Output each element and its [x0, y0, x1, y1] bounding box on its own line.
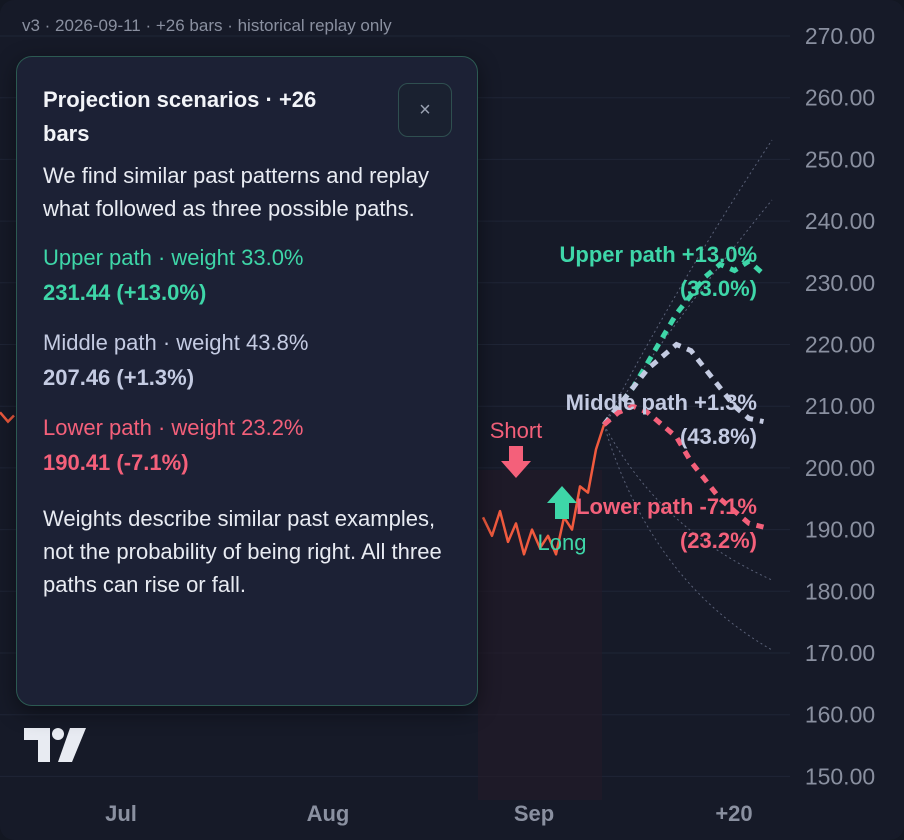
y-axis-tick-label: 180.00 [805, 578, 875, 604]
y-axis-tick-label: 220.00 [805, 332, 875, 358]
price-series [0, 411, 606, 556]
scenario-middle: Middle path · weight 43.8% 207.46 (+1.3%… [43, 326, 451, 395]
upper-path-line [602, 258, 766, 427]
version-info: v3 · 2026-09-11 · +26 bars · historical … [22, 16, 392, 35]
price-line-stub [0, 411, 15, 424]
upper-path-label-line2: (33.0%) [680, 276, 757, 301]
middle-path-label-line1: Middle path +1.3% [566, 390, 757, 415]
projection-scenarios-popup: Projection scenarios · +26 bars × We fin… [16, 56, 478, 706]
projection-labels: Upper path +13.0% (33.0%) Middle path +1.3… [560, 242, 757, 553]
tradingview-logo-icon [24, 728, 86, 762]
scenario-upper: Upper path · weight 33.0% 231.44 (+13.0%… [43, 241, 451, 310]
cone-lower-bound [603, 424, 773, 651]
shaded-region [478, 470, 602, 800]
x-axis-tick-label: Aug [307, 801, 350, 826]
short-arrow-icon [501, 446, 531, 478]
cone-upper-inner [603, 199, 773, 425]
y-axis-tick-label: 230.00 [805, 270, 875, 296]
long-arrow-icon [547, 486, 577, 519]
y-axis-tick-label: 250.00 [805, 146, 875, 172]
y-axis-tick-label: 160.00 [805, 702, 875, 728]
y-axis-tick-label: 190.00 [805, 517, 875, 543]
trade-markers: Short Long [490, 418, 587, 555]
scenario-middle-value: 207.46 (+1.3%) [43, 365, 195, 390]
chart-axes: 270.00 260.00 250.00 240.00 230.00 220.00 210.… [105, 23, 875, 826]
x-axis-tick-label: Sep [514, 801, 554, 826]
short-marker-label: Short [490, 418, 543, 443]
cone-upper-bound [603, 139, 773, 425]
middle-path-label-line2: (43.8%) [680, 424, 757, 449]
scenario-lower-value: 190.41 (-7.1%) [43, 450, 189, 475]
scenario-upper-value: 231.44 (+13.0%) [43, 280, 207, 305]
y-axis-tick-label: 170.00 [805, 640, 875, 666]
popup-disclaimer: Weights describe similar past examples, … [43, 506, 442, 597]
lower-path-label-line2: (23.2%) [680, 528, 757, 553]
scenario-lower: Lower path · weight 23.2% 190.41 (-7.1%) [43, 411, 451, 480]
y-axis-tick-label: 270.00 [805, 23, 875, 49]
y-axis-tick-label: 260.00 [805, 85, 875, 111]
scenario-middle-label: Middle path · weight 43.8% [43, 330, 309, 355]
y-axis-tick-label: 240.00 [805, 208, 875, 234]
y-axis-tick-label: 200.00 [805, 455, 875, 481]
price-line [481, 424, 606, 556]
projection-cone [603, 139, 773, 651]
middle-path-line [602, 341, 765, 427]
lower-path-label-line1: Lower path -7.1% [576, 494, 757, 519]
scenario-lower-label: Lower path · weight 23.2% [43, 415, 304, 440]
y-axis-tick-label: 150.00 [805, 763, 875, 789]
cone-lower-inner [603, 424, 773, 581]
x-axis-tick-label: Jul [105, 801, 137, 826]
close-button[interactable]: × [398, 83, 452, 137]
y-axis-tick-label: 210.00 [805, 393, 875, 419]
lower-path-line [602, 403, 765, 530]
popup-title: Projection scenarios · +26 bars [43, 87, 317, 146]
projection-paths [602, 258, 766, 530]
popup-intro: We find similar past patterns and replay… [43, 163, 429, 221]
upper-path-label-line1: Upper path +13.0% [560, 242, 757, 267]
scenario-upper-label: Upper path · weight 33.0% [43, 245, 304, 270]
x-axis-tick-label: +20 [715, 801, 752, 826]
long-marker-label: Long [538, 530, 587, 555]
close-icon: × [419, 98, 431, 121]
